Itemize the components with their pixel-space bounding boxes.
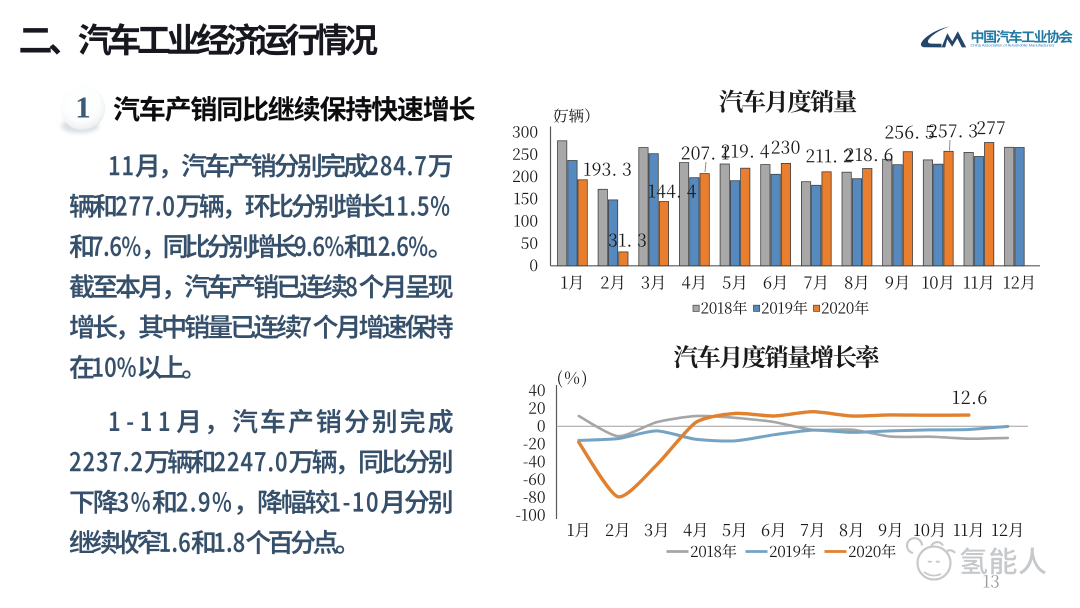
svg-text:1: 1 [75,90,91,125]
svg-text:China Association of Automobil: China Association of Automobile Manufact… [971,43,1055,48]
